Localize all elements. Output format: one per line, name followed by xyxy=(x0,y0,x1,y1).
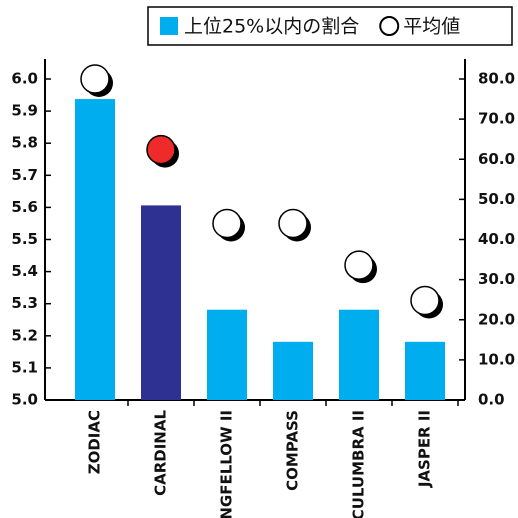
y-tick-label: 5.8 xyxy=(11,134,38,152)
legend-box xyxy=(147,6,513,46)
y2-tick-label: 30.0 xyxy=(478,270,515,288)
point xyxy=(212,208,242,239)
x-tick-label: ZODIAC xyxy=(86,410,104,474)
y-tick-label: 5.9 xyxy=(11,102,38,120)
y-tick-label: 5.1 xyxy=(11,358,38,376)
y2-tick-label: 80.0 xyxy=(478,70,515,88)
bar xyxy=(339,309,379,400)
y-tick-label: 5.7 xyxy=(11,166,38,184)
bar xyxy=(75,99,115,400)
legend-swatch xyxy=(160,17,178,35)
legend: 上位25%以内の割合 平均値 xyxy=(147,6,513,46)
x-tick-label: CARDINAL xyxy=(152,410,170,496)
y2-tick-label: 0.0 xyxy=(478,391,505,409)
point xyxy=(344,250,374,280)
y-tick-label: 5.6 xyxy=(11,198,38,216)
point xyxy=(278,208,308,239)
y2-tick-label: 50.0 xyxy=(478,190,515,208)
legend-label: 平均値 xyxy=(403,16,460,38)
x-tick-label: JASPER II xyxy=(416,410,434,488)
y2-tick-label: 10.0 xyxy=(478,350,515,368)
point xyxy=(410,285,440,316)
point xyxy=(146,134,176,165)
y-tick-label: 5.5 xyxy=(11,230,38,248)
x-tick-label: COMPASS xyxy=(284,410,302,491)
legend-label: 上位25%以内の割合 xyxy=(184,16,359,38)
bar xyxy=(273,341,313,400)
y-tick-label: 5.0 xyxy=(11,391,38,409)
y-tick-label: 5.3 xyxy=(11,294,38,312)
y2-tick-label: 40.0 xyxy=(478,230,515,248)
bar xyxy=(141,205,181,400)
x-tick-label: LONGFELLOW II xyxy=(218,410,236,518)
point xyxy=(80,64,110,94)
bar xyxy=(405,341,445,400)
x-tick-label: CULUMBRA II xyxy=(350,410,368,518)
bar xyxy=(207,309,247,400)
y-tick-label: 5.4 xyxy=(11,262,38,280)
y2-tick-label: 70.0 xyxy=(478,110,515,128)
y-tick-label: 6.0 xyxy=(11,70,38,88)
y-tick-label: 5.2 xyxy=(11,326,38,344)
legend-swatch xyxy=(379,16,400,36)
y2-tick-label: 60.0 xyxy=(478,150,515,168)
y2-tick-label: 20.0 xyxy=(478,310,515,328)
